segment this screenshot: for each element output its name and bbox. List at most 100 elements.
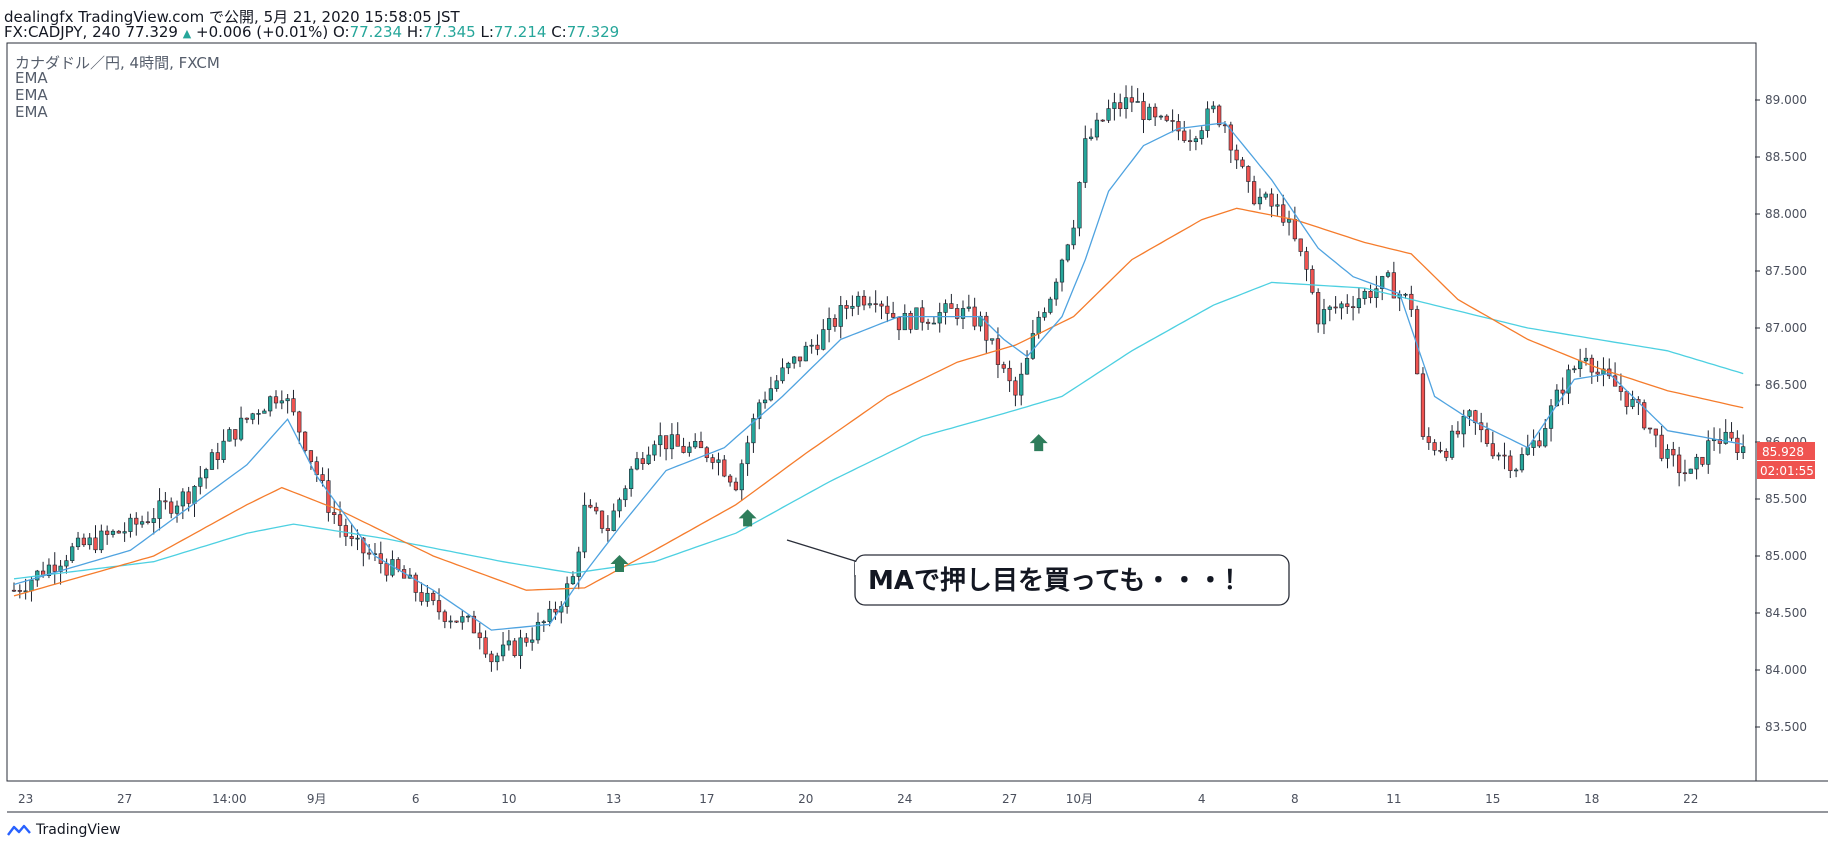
candle-body — [1432, 442, 1437, 451]
buy-arrow-icon — [610, 555, 629, 572]
price-tick-label: 88.000 — [1765, 207, 1807, 221]
candle-body — [786, 362, 791, 369]
candle-body — [1409, 293, 1414, 310]
candle-body — [1333, 306, 1338, 309]
candle-body — [623, 488, 628, 501]
legend-ema-1[interactable]: EMA — [15, 69, 48, 87]
candle-body — [1350, 306, 1356, 309]
legend-ema-3[interactable]: EMA — [15, 103, 48, 121]
high-value: 77.345 — [423, 23, 476, 41]
candle-body — [541, 621, 546, 623]
candle-body — [1286, 219, 1292, 223]
candle-body — [1158, 115, 1164, 118]
candle-body — [1642, 402, 1647, 429]
price-tick-label: 89.000 — [1765, 93, 1807, 107]
candle-body — [1054, 281, 1059, 300]
time-tick-label: 24 — [897, 792, 912, 806]
candle-body — [1525, 447, 1530, 455]
candle-body — [1374, 288, 1379, 298]
candle-body — [442, 611, 447, 622]
candle-body — [1519, 454, 1525, 471]
candle-body — [1624, 391, 1629, 407]
brand-label: TradingView — [36, 822, 121, 838]
candle-body — [1100, 119, 1105, 122]
candle-body — [128, 517, 133, 532]
candle-body — [1024, 358, 1030, 375]
candle-body — [995, 338, 1001, 365]
candle-body — [81, 537, 86, 546]
candle-body — [990, 338, 995, 341]
candle-body — [1030, 333, 1035, 359]
candle-body — [1426, 436, 1431, 443]
candle-body — [355, 537, 360, 540]
candle-body — [93, 537, 98, 551]
price-tick-label: 84.000 — [1765, 663, 1807, 677]
callout: MAで押し目を買っても・・・！ — [786, 539, 1290, 606]
candle-body — [361, 537, 366, 554]
candle-body — [739, 463, 744, 491]
candle-body — [716, 459, 721, 463]
candle-body — [495, 655, 500, 663]
tradingview-branding[interactable]: TradingView — [6, 822, 121, 838]
candle-body — [832, 318, 838, 327]
candle-body — [524, 637, 529, 643]
candle-body — [1531, 440, 1536, 448]
candle-body — [1211, 105, 1216, 110]
candle-body — [262, 410, 267, 414]
candle-body — [681, 445, 686, 453]
plot-frame — [6, 42, 1757, 782]
candle-body — [728, 475, 733, 483]
candle-body — [297, 411, 302, 433]
time-tick-label: 27 — [1002, 792, 1017, 806]
ema-layer — [13, 122, 1744, 631]
candles-layer — [11, 85, 1746, 672]
candle-body — [1514, 469, 1519, 472]
candle-body — [343, 525, 348, 537]
candle-body — [1316, 292, 1321, 325]
candle-body — [710, 457, 715, 463]
countdown-bg — [1757, 461, 1815, 479]
callout-text: MAで押し目を買っても・・・！ — [868, 566, 1249, 596]
price-tick-label: 88.500 — [1765, 150, 1807, 164]
time-tick-label: 10 — [501, 792, 516, 806]
candle-body — [1578, 360, 1583, 370]
candle-body — [1269, 193, 1274, 207]
candle-body — [367, 552, 372, 555]
candle-body — [169, 501, 174, 514]
candle-body — [1187, 140, 1193, 143]
candle-body — [844, 305, 849, 309]
ema-mid-line — [13, 207, 1744, 597]
candle-body — [1065, 244, 1070, 261]
candle-body — [570, 576, 576, 585]
candle-body — [221, 440, 226, 460]
candle-body — [116, 530, 121, 534]
candle-body — [431, 592, 436, 601]
candle-body — [757, 402, 762, 419]
candle-body — [174, 505, 180, 514]
candle-body — [1508, 455, 1513, 471]
candle-body — [1275, 204, 1280, 207]
candle-body — [1345, 303, 1350, 307]
time-tick-label: 15 — [1485, 792, 1500, 806]
candle-body — [11, 589, 17, 592]
time-tick-label: 8 — [1291, 792, 1299, 806]
candle-body — [629, 468, 634, 489]
candle-body — [745, 442, 750, 465]
candle-body — [1118, 102, 1123, 109]
candle-body — [774, 380, 779, 389]
candle-body — [64, 560, 69, 567]
time-tick-label: 4 — [1198, 792, 1206, 806]
candle-body — [902, 313, 907, 331]
candle-body — [1292, 219, 1297, 240]
candle-body — [1199, 130, 1204, 140]
candle-body — [1700, 456, 1705, 465]
candle-body — [1595, 371, 1600, 375]
candle-body — [291, 398, 296, 413]
candle-body — [943, 303, 948, 313]
time-tick-label: 18 — [1584, 792, 1599, 806]
legend-ema-2[interactable]: EMA — [15, 86, 48, 104]
candle-body — [1583, 357, 1589, 362]
candle-body — [733, 481, 739, 491]
candle-body — [925, 321, 931, 324]
